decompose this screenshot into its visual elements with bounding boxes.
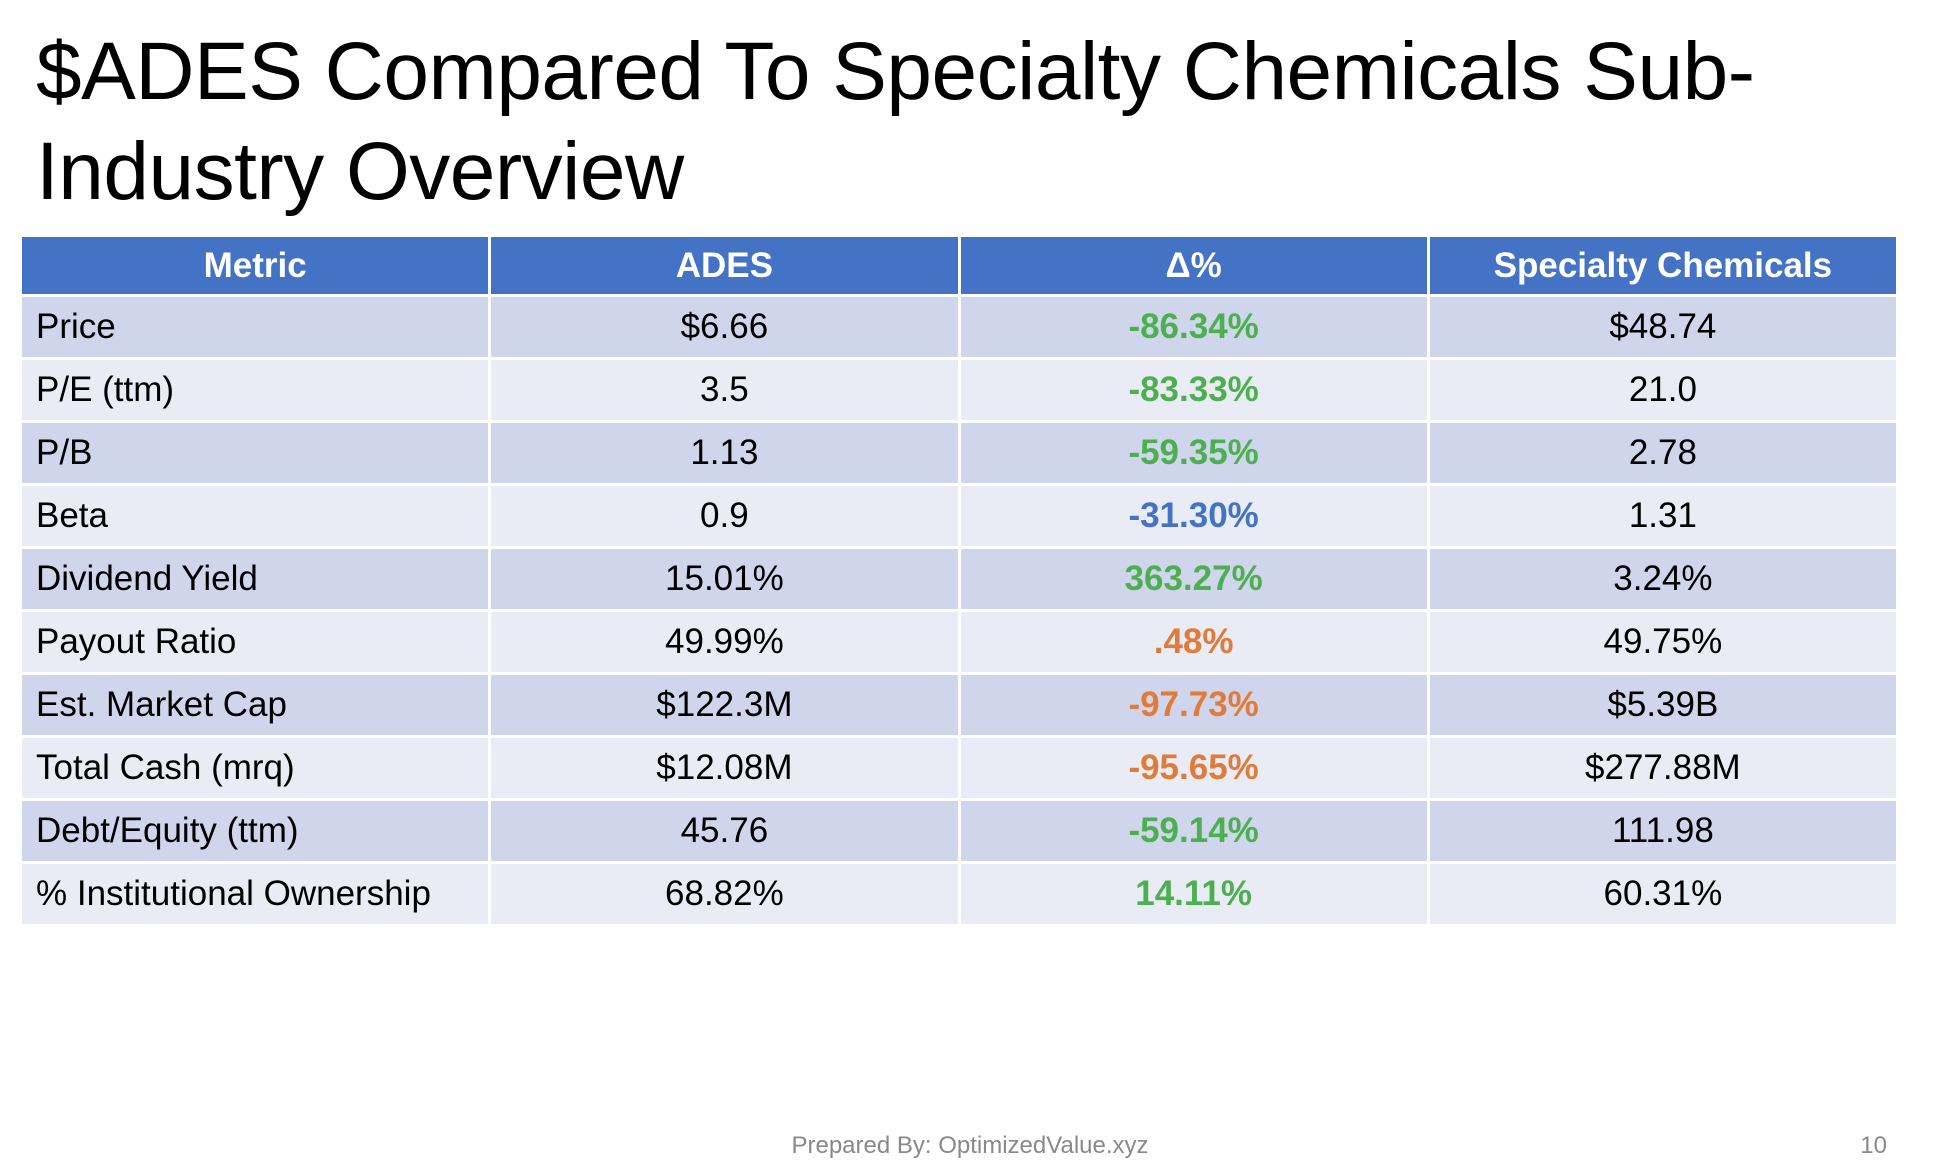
table-row: Payout Ratio 49.99% .48% 49.75%: [18, 609, 1900, 675]
footer-prepared-by: Prepared By: OptimizedValue.xyz: [791, 1132, 1149, 1159]
ades-value-cell: 3.5: [488, 357, 961, 423]
comparison-table-container: Metric ADES Δ% Specialty Chemicals Price…: [18, 234, 1900, 927]
metric-cell: Beta: [18, 483, 492, 549]
header-specialty-chemicals: Specialty Chemicals: [1426, 234, 1900, 297]
metric-cell: Dividend Yield: [18, 546, 492, 612]
ades-value-cell: $12.08M: [488, 735, 961, 801]
table-row: Dividend Yield 15.01% 363.27% 3.24%: [18, 546, 1900, 612]
sector-value-cell: 3.24%: [1426, 546, 1900, 612]
sector-value-cell: 60.31%: [1426, 861, 1900, 927]
delta-cell: -31.30%: [957, 483, 1430, 549]
delta-cell: -97.73%: [957, 672, 1430, 738]
table-header-row: Metric ADES Δ% Specialty Chemicals: [18, 234, 1900, 297]
sector-value-cell: 2.78: [1426, 420, 1900, 486]
header-ades: ADES: [488, 234, 961, 297]
metric-cell: % Institutional Ownership: [18, 861, 492, 927]
delta-cell: -83.33%: [957, 357, 1430, 423]
ades-value-cell: 15.01%: [488, 546, 961, 612]
ades-value-cell: 0.9: [488, 483, 961, 549]
delta-cell: -95.65%: [957, 735, 1430, 801]
ades-value-cell: 1.13: [488, 420, 961, 486]
metric-cell: Est. Market Cap: [18, 672, 492, 738]
table-row: Debt/Equity (ttm) 45.76 -59.14% 111.98: [18, 798, 1900, 864]
table-row: Price $6.66 -86.34% $48.74: [18, 294, 1900, 360]
delta-cell: -59.14%: [957, 798, 1430, 864]
sector-value-cell: $48.74: [1426, 294, 1900, 360]
table-row: Total Cash (mrq) $12.08M -95.65% $277.88…: [18, 735, 1900, 801]
ades-value-cell: $122.3M: [488, 672, 961, 738]
sector-value-cell: $277.88M: [1426, 735, 1900, 801]
table-row: % Institutional Ownership 68.82% 14.11% …: [18, 861, 1900, 927]
metric-cell: Payout Ratio: [18, 609, 492, 675]
header-metric: Metric: [18, 234, 492, 297]
metric-cell: Total Cash (mrq): [18, 735, 492, 801]
slide-title: $ADES Compared To Specialty Chemicals Su…: [36, 26, 1755, 217]
page-number: 10: [1860, 1132, 1887, 1159]
metric-cell: Price: [18, 294, 492, 360]
sector-value-cell: $5.39B: [1426, 672, 1900, 738]
metric-cell: P/E (ttm): [18, 357, 492, 423]
table-row: Beta 0.9 -31.30% 1.31: [18, 483, 1900, 549]
table-row: P/E (ttm) 3.5 -83.33% 21.0: [18, 357, 1900, 423]
ades-value-cell: $6.66: [488, 294, 961, 360]
delta-cell: .48%: [957, 609, 1430, 675]
table-row: P/B 1.13 -59.35% 2.78: [18, 420, 1900, 486]
delta-cell: -59.35%: [957, 420, 1430, 486]
header-delta: Δ%: [957, 234, 1430, 297]
sector-value-cell: 49.75%: [1426, 609, 1900, 675]
delta-cell: -86.34%: [957, 294, 1430, 360]
table-row: Est. Market Cap $122.3M -97.73% $5.39B: [18, 672, 1900, 738]
metric-cell: P/B: [18, 420, 492, 486]
sector-value-cell: 111.98: [1426, 798, 1900, 864]
delta-cell: 363.27%: [957, 546, 1430, 612]
ades-value-cell: 49.99%: [488, 609, 961, 675]
delta-cell: 14.11%: [957, 861, 1430, 927]
metric-cell: Debt/Equity (ttm): [18, 798, 492, 864]
ades-value-cell: 68.82%: [488, 861, 961, 927]
sector-value-cell: 1.31: [1426, 483, 1900, 549]
comparison-table: Metric ADES Δ% Specialty Chemicals Price…: [18, 234, 1900, 927]
sector-value-cell: 21.0: [1426, 357, 1900, 423]
table-body: Price $6.66 -86.34% $48.74 P/E (ttm) 3.5…: [18, 294, 1900, 927]
ades-value-cell: 45.76: [488, 798, 961, 864]
